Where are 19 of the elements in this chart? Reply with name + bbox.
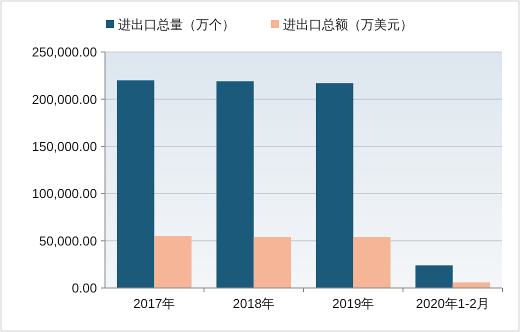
bar — [216, 81, 254, 288]
y-tick-label: 100,000.00 — [32, 186, 97, 202]
legend-label: 进出口总量（万个） — [118, 17, 235, 32]
bar — [316, 83, 354, 288]
legend-label: 进出口总额（万美元） — [283, 17, 413, 32]
y-tick-label: 50,000.00 — [39, 233, 97, 248]
y-tick-label: 0.00 — [72, 280, 97, 296]
x-tick-label: 2018年 — [232, 296, 275, 311]
x-tick-label: 2020年1-2月 — [416, 296, 490, 311]
bar — [154, 236, 192, 288]
bar — [415, 265, 453, 288]
y-tick-label: 150,000.00 — [32, 138, 97, 154]
y-tick-label: 200,000.00 — [32, 92, 97, 107]
bar — [353, 237, 391, 288]
x-tick-label: 2017年 — [133, 296, 176, 311]
y-tick-label: 250,000.00 — [32, 44, 97, 60]
x-tick-label: 2019年 — [332, 296, 374, 311]
bar — [116, 80, 154, 288]
bar — [254, 237, 292, 288]
